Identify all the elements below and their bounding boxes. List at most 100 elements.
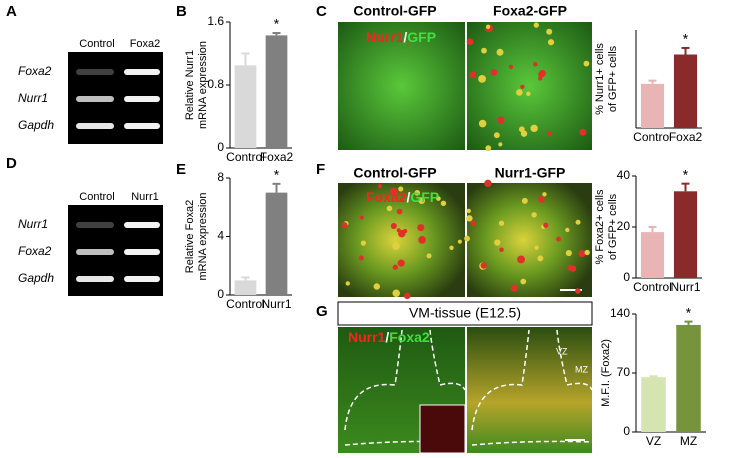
y-axis-label: mRNA expression — [197, 41, 209, 129]
x-tick-label: Control — [226, 150, 265, 164]
error-bar — [649, 375, 658, 378]
error-bar — [272, 32, 281, 36]
cell — [521, 197, 528, 204]
bar — [265, 35, 288, 149]
cell — [392, 289, 400, 298]
error-bar — [241, 52, 250, 66]
cell — [494, 239, 501, 246]
cell — [497, 116, 505, 124]
y-tick-label: 4 — [217, 229, 224, 243]
error-bar — [681, 46, 690, 55]
error-bar — [648, 79, 657, 84]
cell — [499, 247, 504, 253]
lane-label: Control — [79, 38, 114, 50]
y-axis-label: of GFP+ cells — [607, 193, 619, 260]
cell — [457, 239, 462, 244]
cell — [526, 91, 531, 97]
annotation: * — [686, 304, 692, 320]
cell — [517, 255, 525, 264]
y-axis-label: % Nurr1+ cells — [594, 43, 606, 115]
zone-label: MZ — [575, 364, 588, 374]
micrograph — [467, 22, 592, 150]
micrograph — [467, 183, 592, 297]
bar — [676, 324, 701, 432]
cell — [449, 245, 454, 250]
y-tick-label: 0 — [623, 424, 630, 438]
cell — [373, 283, 380, 290]
cell — [575, 288, 581, 294]
band — [76, 96, 114, 102]
y-tick-label: 20 — [617, 219, 631, 233]
stain-part: / — [385, 329, 389, 345]
cell — [392, 242, 400, 250]
panel-label: F — [316, 161, 325, 178]
band — [124, 69, 160, 75]
title-box — [337, 301, 593, 326]
cell — [478, 74, 487, 83]
y-axis-label: M.F.I. (Foxa2) — [600, 339, 612, 407]
stain-label: Foxa2/GFP — [366, 189, 439, 205]
inset — [419, 404, 466, 454]
cell — [466, 208, 471, 214]
bar — [640, 83, 665, 128]
panel-label: C — [316, 3, 327, 20]
error-bar — [684, 320, 693, 325]
cell — [584, 249, 590, 256]
band — [124, 276, 160, 282]
cell — [478, 119, 487, 128]
error-bar — [241, 276, 250, 281]
cell — [464, 235, 470, 242]
stain-part: Foxa2 — [366, 189, 407, 205]
y-axis-label: Relative Nurr1 — [184, 50, 196, 120]
cell — [531, 212, 537, 218]
cell — [426, 253, 432, 259]
cell — [485, 145, 492, 152]
panel-label: D — [6, 155, 17, 172]
cell — [377, 184, 383, 189]
cell — [466, 215, 473, 222]
cell — [398, 186, 404, 192]
gene-label: Foxa2 — [18, 64, 52, 78]
image-header: Control-GFP — [353, 3, 436, 19]
zone-label: VZ — [556, 346, 568, 356]
cell — [565, 249, 572, 257]
cell — [345, 281, 350, 286]
image-title: VM-tissue (E12.5) — [409, 305, 521, 321]
cell — [569, 265, 577, 272]
y-tick-label: 0.8 — [207, 77, 224, 91]
band — [124, 222, 160, 228]
band — [124, 123, 160, 129]
cell — [496, 48, 504, 56]
error-bar — [681, 182, 690, 192]
x-tick-label: Nurr1 — [670, 280, 700, 294]
image-header: Nurr1-GFP — [495, 165, 566, 181]
cell — [520, 278, 527, 285]
band — [76, 222, 114, 228]
lane-label: Foxa2 — [130, 38, 161, 50]
y-axis-label: Relative Foxa2 — [184, 200, 196, 273]
y-tick-label: 0 — [217, 140, 224, 154]
cell — [484, 179, 492, 188]
x-tick-label: Foxa2 — [669, 130, 703, 144]
cell — [469, 71, 477, 79]
cell — [575, 219, 581, 225]
gene-label: Nurr1 — [18, 217, 48, 231]
panel-label: A — [6, 3, 17, 20]
cell — [480, 262, 487, 269]
cell — [530, 124, 538, 133]
gene-label: Gapdh — [18, 118, 54, 132]
band — [76, 69, 114, 75]
micrograph — [467, 327, 592, 453]
error-bar — [648, 226, 657, 233]
stain-part: GFP — [407, 29, 436, 45]
cell — [534, 245, 539, 250]
stain-part: Nurr1 — [366, 29, 404, 45]
x-tick-label: Control — [633, 280, 672, 294]
bar — [234, 65, 257, 148]
cell — [481, 47, 487, 54]
y-tick-label: 0 — [623, 270, 630, 284]
cell — [493, 132, 500, 139]
cell — [386, 205, 393, 212]
y-axis-label: of GFP+ cells — [607, 45, 619, 112]
